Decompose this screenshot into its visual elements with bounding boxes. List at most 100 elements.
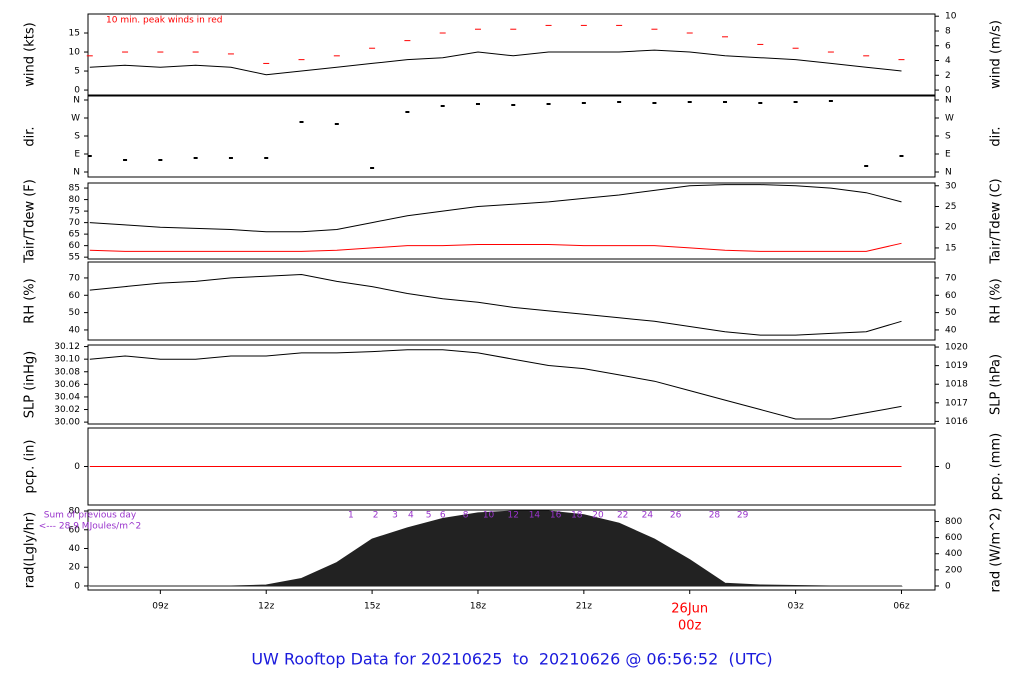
y2-tick-label: 6: [945, 41, 951, 51]
y-tick-label: 0: [74, 462, 80, 472]
y2-tick-label: 2: [945, 71, 951, 81]
dir-point: [158, 159, 163, 161]
chart-title: UW Rooftop Data for 20210625 to 20210626…: [251, 650, 772, 669]
cumulative-label: 29: [737, 511, 749, 521]
y-tick-label: 30.10: [54, 355, 80, 365]
y2-tick-label: 1018: [945, 380, 968, 390]
y-tick-label: 30.04: [54, 392, 80, 402]
y-tick-label: 10: [69, 48, 81, 58]
y-tick-label: 80: [69, 507, 81, 517]
y-tick-label: 60: [69, 525, 81, 535]
dir-point: [511, 104, 516, 106]
cumulative-label: 3: [392, 511, 398, 521]
x-tick-label: 18z: [470, 602, 486, 612]
x-tick-label: 21z: [576, 602, 592, 612]
dir-point: [723, 101, 728, 103]
y2-tick-label: 20: [945, 223, 957, 233]
y-tick-label: N: [73, 96, 80, 106]
y2-axis-label: wind (m/s): [989, 20, 1004, 89]
y2-axis-label: dir.: [989, 126, 1004, 146]
y-tick-label: 70: [69, 273, 81, 283]
dir-point: [123, 159, 128, 161]
x-tick-label: 15z: [364, 602, 380, 612]
cumulative-label: 1: [348, 511, 354, 521]
x-tick-label: 03z: [788, 602, 804, 612]
dir-point: [793, 101, 798, 103]
y-tick-label: 70: [69, 218, 81, 228]
cumulative-label: 20: [592, 511, 604, 521]
dir-point: [370, 167, 375, 169]
panel-frame: [87, 261, 936, 341]
y2-tick-label: 600: [945, 533, 962, 543]
cumulative-label: 12: [508, 511, 519, 521]
y-axis-label: wind (kts): [23, 22, 38, 86]
y-tick-label: 30.06: [54, 380, 80, 390]
y2-tick-label: E: [945, 150, 951, 160]
y-tick-label: 15: [69, 29, 80, 39]
y-axis-label: RH (%): [23, 278, 38, 323]
y2-tick-label: 400: [945, 549, 962, 559]
dir-point: [193, 157, 198, 159]
panel-frame: [87, 344, 936, 425]
cumulative-label: 26: [670, 511, 682, 521]
y-tick-label: 80: [69, 195, 81, 205]
y2-axis-label: rad (W/m^2): [989, 508, 1004, 593]
dir-point: [334, 123, 339, 125]
series-line: [89, 273, 902, 336]
cumulative-label: 24: [642, 511, 654, 521]
y-tick-label: E: [74, 150, 80, 160]
panel-frame: [87, 13, 936, 96]
y2-tick-label: 70: [945, 273, 957, 283]
y2-tick-label: 0: [945, 581, 951, 591]
y-axis-label: pcp. (in): [23, 440, 38, 494]
dir-point: [758, 102, 763, 104]
cumulative-label: 6: [440, 511, 446, 521]
dir-point: [299, 121, 304, 123]
cumulative-label: 2: [373, 511, 379, 521]
y2-tick-label: 1019: [945, 361, 968, 371]
cumulative-label: 16: [550, 511, 562, 521]
dir-point: [87, 155, 92, 157]
series-line: [89, 184, 902, 233]
y-tick-label: 30.00: [54, 418, 80, 428]
y-tick-label: 75: [69, 207, 80, 217]
y-tick-label: 65: [69, 230, 80, 240]
y-tick-label: 30.08: [54, 367, 80, 377]
y-tick-label: 20: [69, 563, 81, 573]
x-tick-label: 09z: [152, 602, 168, 612]
y2-tick-label: N: [945, 96, 952, 106]
y-tick-label: 60: [69, 291, 81, 301]
dir-point: [828, 100, 833, 102]
dir-point: [440, 105, 445, 107]
cumulative-label: 22: [617, 511, 628, 521]
series-line: [89, 49, 902, 76]
cumulative-label: 28: [709, 511, 721, 521]
cumulative-label: 5: [426, 511, 432, 521]
annotation: <--- 28.9 MJoules/m^2: [39, 522, 141, 532]
y-tick-label: W: [71, 114, 80, 124]
y2-tick-label: 0: [945, 462, 951, 472]
y-axis-label: SLP (inHg): [23, 351, 38, 419]
y-tick-label: 30.02: [54, 405, 80, 415]
dir-point: [405, 111, 410, 113]
panel-frame: [87, 509, 936, 591]
panel-frame: [87, 95, 936, 178]
radiation-area: [88, 510, 903, 587]
y2-tick-label: 10: [945, 12, 957, 22]
dir-point: [899, 155, 904, 157]
cumulative-label: 8: [463, 511, 469, 521]
y-tick-label: 40: [69, 325, 81, 335]
y-tick-label: 85: [69, 184, 80, 194]
series-line: [89, 242, 902, 252]
y2-tick-label: 8: [945, 26, 951, 36]
cumulative-label: 10: [483, 511, 495, 521]
y-tick-label: 0: [74, 581, 80, 591]
y-tick-label: 55: [69, 253, 80, 263]
y2-tick-label: 0: [945, 86, 951, 96]
y-tick-label: 30.12: [54, 342, 80, 352]
y2-tick-label: S: [945, 132, 951, 142]
y-tick-label: S: [74, 132, 80, 142]
y-tick-label: 5: [74, 67, 80, 77]
y2-axis-label: Tair/Tdew (C): [989, 178, 1004, 264]
